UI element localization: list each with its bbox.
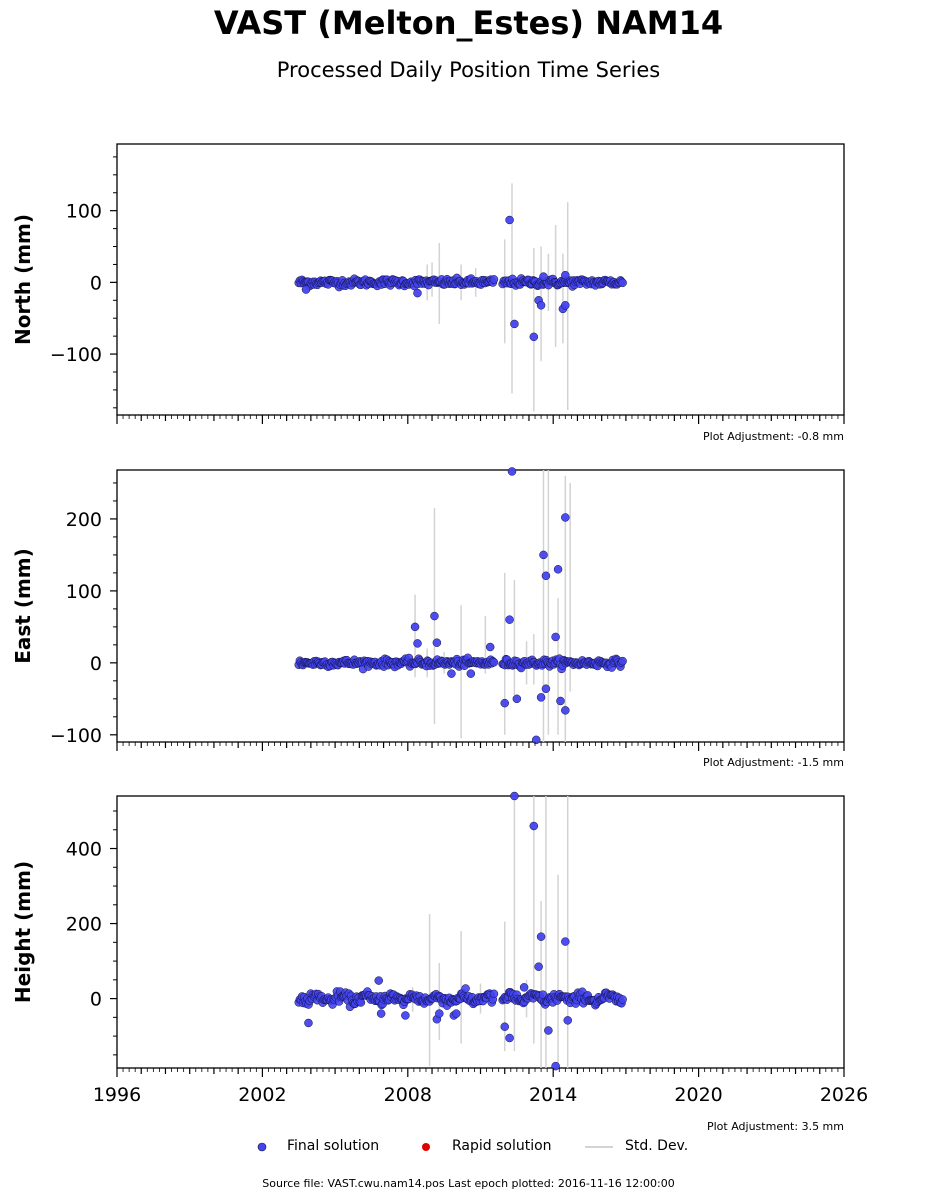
- height-data-point: [618, 995, 627, 1004]
- height-data-point: [435, 1009, 444, 1018]
- east-data-point: [485, 642, 495, 652]
- north-data-point: [510, 319, 519, 329]
- east-data-point: [561, 706, 570, 715]
- height-y-tick-label: 200: [66, 914, 102, 936]
- height-x-tick-label: 1996: [93, 1084, 141, 1106]
- east-data-point: [507, 467, 517, 476]
- height-data-point: [356, 998, 366, 1007]
- east-data-point: [410, 622, 420, 632]
- east-data-point: [432, 638, 442, 647]
- east-y-tick-label: −100: [50, 725, 102, 747]
- east-data-point: [536, 693, 546, 702]
- height-x-tick-label: 2002: [238, 1084, 286, 1106]
- east-data-point: [489, 658, 499, 667]
- east-plot-frame: [116, 469, 845, 743]
- north-data-point: [505, 215, 514, 225]
- height-data-point: [500, 1022, 509, 1031]
- east-y-tick-label: 200: [66, 509, 102, 531]
- north-data-point: [539, 272, 548, 281]
- height-data-point: [536, 932, 546, 941]
- height-data-point: [561, 937, 570, 946]
- north-data-point: [561, 301, 570, 310]
- east-data-point: [553, 565, 563, 574]
- height-y-axis-label: Height (mm): [11, 861, 35, 1003]
- east-y-tick-label: 100: [66, 581, 102, 603]
- east-data-point: [561, 513, 570, 522]
- height-data-point: [510, 791, 519, 801]
- height-data-point: [489, 989, 499, 999]
- height-data-point: [529, 821, 539, 831]
- rapid-solution-marker: [422, 1143, 430, 1151]
- north-data-point: [413, 288, 422, 298]
- height-plot-adjustment: Plot Adjustment: 3.5 mm: [706, 1120, 844, 1133]
- east-data-point: [618, 656, 627, 666]
- east-data-point: [541, 571, 551, 581]
- north-plot-adjustment: Plot Adjustment: -0.8 mm: [703, 430, 844, 443]
- east-data-point: [512, 694, 522, 704]
- source-file-note: Source file: VAST.cwu.nam14.pos Last epo…: [262, 1177, 675, 1190]
- height-data-point: [544, 1026, 553, 1035]
- east-data-point: [539, 550, 548, 560]
- east-data-point: [531, 735, 541, 745]
- north-y-tick-label: −100: [50, 344, 102, 366]
- north-y-tick-label: 0: [90, 272, 102, 294]
- final-solution-label: Final solution: [287, 1138, 380, 1154]
- height-data-point: [505, 1033, 514, 1043]
- std-dev-label: Std. Dev.: [625, 1138, 689, 1154]
- chart-subtitle: Processed Daily Position Time Series: [276, 58, 661, 82]
- north-y-tick-label: 100: [66, 201, 102, 223]
- height-data-point: [461, 984, 470, 993]
- height-x-tick-label: 2026: [820, 1084, 868, 1106]
- east-data-point: [430, 611, 439, 621]
- height-y-tick-label: 400: [66, 839, 102, 861]
- height-x-tick-label: 2008: [384, 1084, 432, 1106]
- east-plot-adjustment: Plot Adjustment: -1.5 mm: [703, 756, 844, 769]
- height-x-tick-label: 2020: [674, 1084, 722, 1106]
- std-dev-marker: [585, 1146, 613, 1148]
- height-data-point: [374, 976, 383, 985]
- east-data-point: [505, 615, 514, 624]
- north-data-point: [301, 285, 311, 294]
- height-data-point: [519, 983, 529, 992]
- north-data-point: [561, 270, 570, 280]
- east-y-axis-label: East (mm): [11, 548, 35, 664]
- north-data-point: [529, 332, 539, 342]
- height-data-point: [401, 1011, 410, 1020]
- north-data-point: [536, 301, 546, 310]
- north-data-point: [618, 278, 627, 288]
- chart-title: VAST (Melton_Estes) NAM14: [213, 4, 724, 42]
- height-data-point: [452, 1009, 461, 1018]
- east-y-tick-label: 0: [90, 653, 102, 675]
- north-y-axis-label: North (mm): [11, 214, 35, 345]
- height-data-point: [304, 1018, 313, 1028]
- height-x-tick-label: 2014: [529, 1084, 577, 1106]
- east-data-point: [466, 669, 476, 678]
- height-data-point: [534, 962, 543, 971]
- height-plot-frame: [116, 795, 845, 1069]
- north-data-point: [489, 275, 499, 284]
- height-y-tick-label: 0: [90, 989, 102, 1011]
- east-data-point: [447, 669, 456, 678]
- east-data-point: [500, 698, 509, 708]
- height-data-point: [563, 1016, 572, 1025]
- height-data-point: [376, 1009, 386, 1018]
- east-data-point: [413, 639, 422, 648]
- rapid-solution-label: Rapid solution: [452, 1138, 552, 1154]
- east-data-point: [541, 684, 551, 694]
- east-data-point: [551, 632, 560, 642]
- final-solution-marker: [257, 1142, 267, 1152]
- east-data-point: [556, 696, 565, 706]
